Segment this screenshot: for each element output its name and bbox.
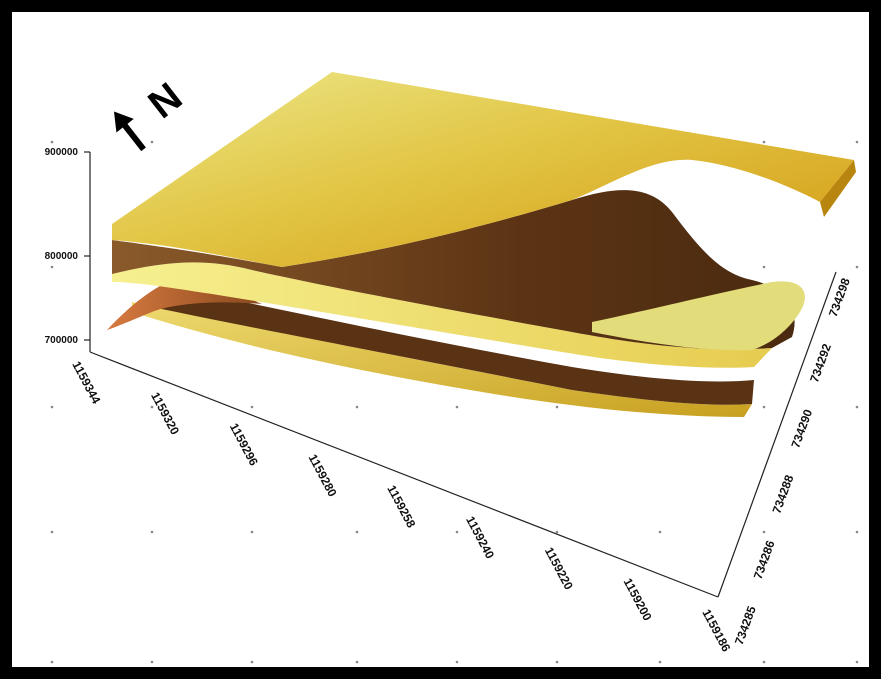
grid-dot	[555, 660, 559, 664]
x-axis-tick-label: 1159320	[148, 390, 182, 438]
grid-dot	[658, 660, 662, 664]
x-axis-tick-label: 1159200	[621, 576, 655, 624]
grid-dot	[50, 530, 54, 534]
grid-dot	[762, 530, 766, 534]
y-axis-tick-label: 734298	[826, 276, 853, 319]
x-axis-tick-label: 1159186	[699, 607, 733, 655]
surface-plot: N 900000 800000 700000 1159344 1159320 11592…	[45, 72, 859, 664]
surface-brown-mound	[112, 190, 795, 350]
grid-dot	[50, 140, 54, 144]
grid-dot	[555, 405, 559, 409]
surface-pale-patch	[592, 281, 805, 351]
grid-dot	[250, 530, 254, 534]
grid-dot	[355, 405, 359, 409]
grid-dot	[855, 405, 859, 409]
z-axis-labels: 900000 800000 700000	[45, 147, 79, 346]
surface-bottom-pale	[132, 302, 752, 417]
z-axis-tick-label: 800000	[45, 251, 79, 262]
grid-dot	[150, 530, 154, 534]
grid-dot	[855, 140, 859, 144]
grid-dot	[658, 530, 662, 534]
grid-dot	[150, 660, 154, 664]
y-axis-tick-label: 734290	[788, 407, 815, 450]
grid-dot	[762, 140, 766, 144]
grid-dot	[762, 660, 766, 664]
grid-dot	[150, 405, 154, 409]
surface-top-edge	[820, 160, 856, 217]
z-axis-tick-label: 900000	[45, 147, 79, 158]
x-axis-tick-label: 1159296	[227, 421, 261, 469]
grid-dot	[762, 265, 766, 269]
grid-dot	[355, 530, 359, 534]
north-label: N	[140, 75, 190, 127]
grid-dot	[50, 405, 54, 409]
z-axis-tick-label: 700000	[45, 335, 79, 346]
y-axis-line	[717, 271, 837, 598]
grid-dot	[455, 405, 459, 409]
plot-canvas: N 900000 800000 700000 1159344 1159320 11592…	[12, 12, 869, 667]
x-axis-tick-label: 1159258	[384, 483, 418, 531]
grid-dot	[762, 405, 766, 409]
grid-dot	[455, 530, 459, 534]
x-axis-tick-label: 1159280	[306, 452, 340, 500]
surface-top	[112, 72, 854, 267]
axes	[84, 151, 837, 598]
north-arrow: N	[113, 75, 190, 152]
y-axis-tick-label: 734285	[732, 604, 759, 647]
grid-dot	[855, 265, 859, 269]
x-axis-line	[89, 351, 719, 598]
y-axis-tick-label: 734286	[751, 538, 778, 581]
y-axis-tick-label: 734292	[807, 342, 834, 385]
surfaces	[107, 72, 856, 417]
grid-dot	[50, 265, 54, 269]
surface-middle-pale	[112, 262, 772, 368]
grid-dot	[50, 660, 54, 664]
grid-dot	[250, 405, 254, 409]
grid-dot	[150, 140, 154, 144]
grid-dot	[555, 530, 559, 534]
grid-dot	[455, 660, 459, 664]
y-axis-tick-label: 734288	[770, 473, 797, 516]
grid-dot	[855, 530, 859, 534]
surface-lower-brown	[152, 287, 754, 405]
grid-dot	[355, 660, 359, 664]
grid-dot	[250, 660, 254, 664]
x-axis-tick-label: 1159240	[463, 514, 497, 562]
grid-dot	[855, 660, 859, 664]
x-axis-tick-label: 1159344	[69, 359, 103, 407]
x-axis-tick-label: 1159220	[542, 545, 576, 593]
north-arrow-icon	[113, 111, 146, 152]
